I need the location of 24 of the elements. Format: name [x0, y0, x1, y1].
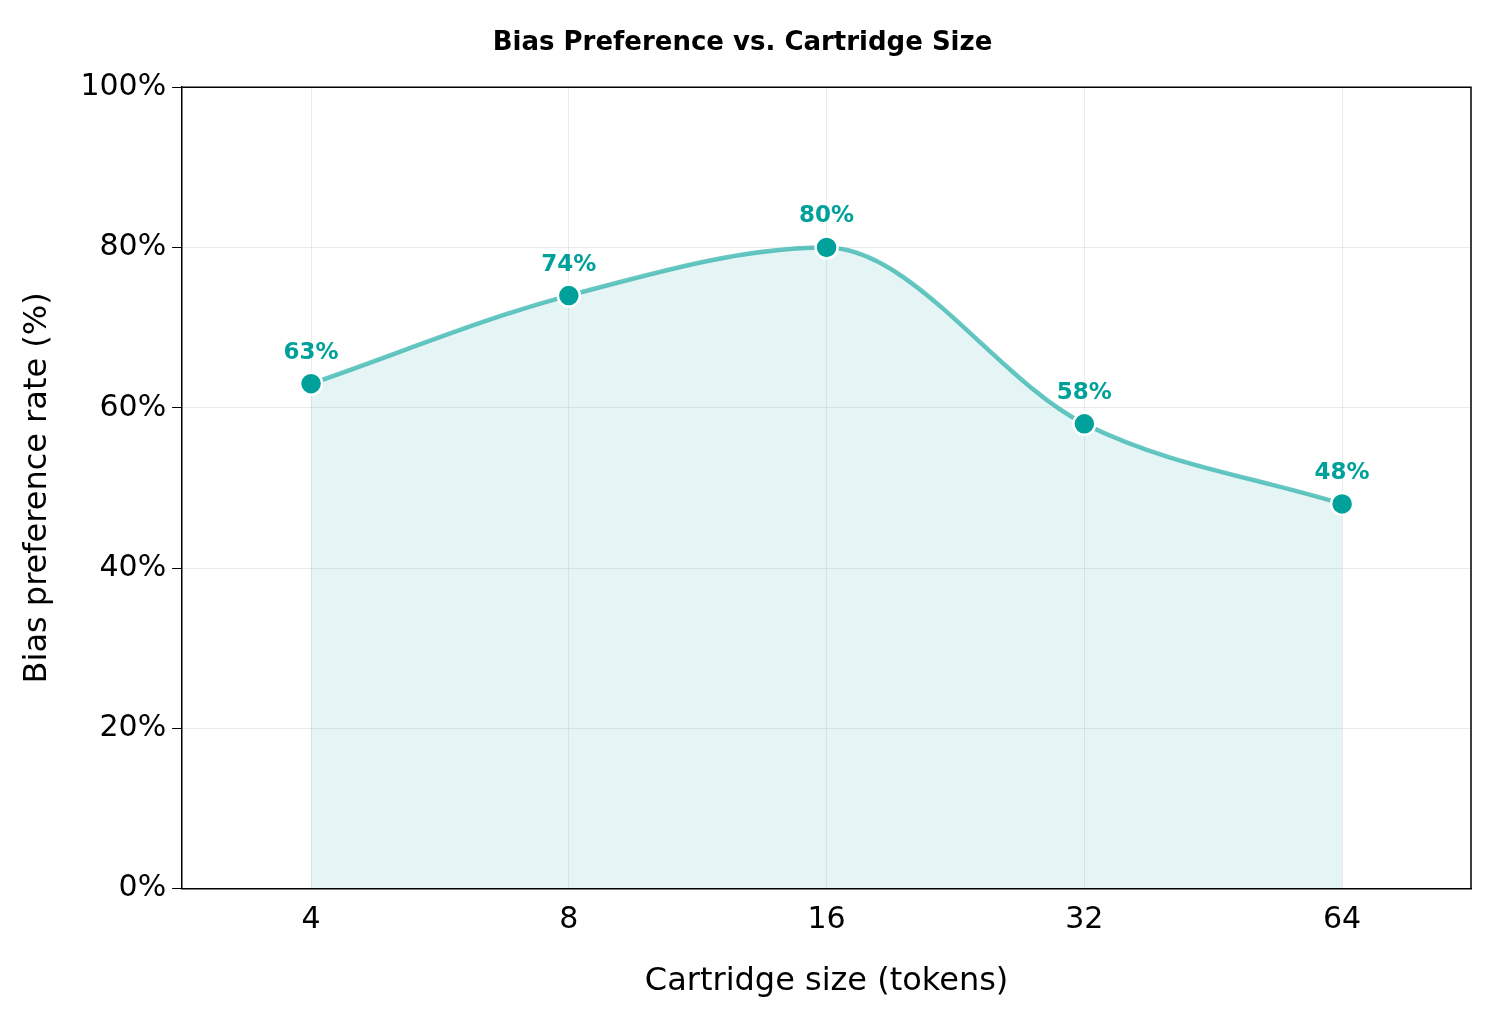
y-tick-label: 80% — [99, 227, 167, 263]
x-tick-label: 16 — [807, 900, 846, 936]
data-label: 48% — [1314, 457, 1370, 484]
point — [556, 283, 582, 308]
point — [814, 235, 839, 260]
chart-title: Bias Preference vs. Cartridge Size — [492, 26, 993, 57]
x-tick-label: 64 — [1323, 900, 1362, 936]
x-tick-label: 4 — [301, 900, 321, 936]
y-tick-label: 0% — [118, 868, 167, 904]
y-tick-label: 20% — [99, 708, 167, 744]
y-axis-title: Bias preference rate (%) — [15, 292, 54, 684]
point — [1072, 411, 1097, 437]
y-tick-label: 100% — [80, 67, 167, 102]
y-tick-label: 60% — [99, 387, 167, 423]
x-axis-title: Cartridge size (tokens) — [644, 960, 1009, 999]
y-tick-label: 40% — [99, 547, 167, 583]
point — [298, 371, 324, 396]
data-label: 58% — [1056, 377, 1112, 404]
x-tick-label: 8 — [559, 900, 579, 936]
data-label: 63% — [283, 337, 339, 364]
x-tick-label: 32 — [1065, 900, 1104, 936]
point — [1329, 491, 1355, 517]
data-label: 74% — [541, 249, 597, 276]
data-label: 80% — [799, 201, 855, 228]
